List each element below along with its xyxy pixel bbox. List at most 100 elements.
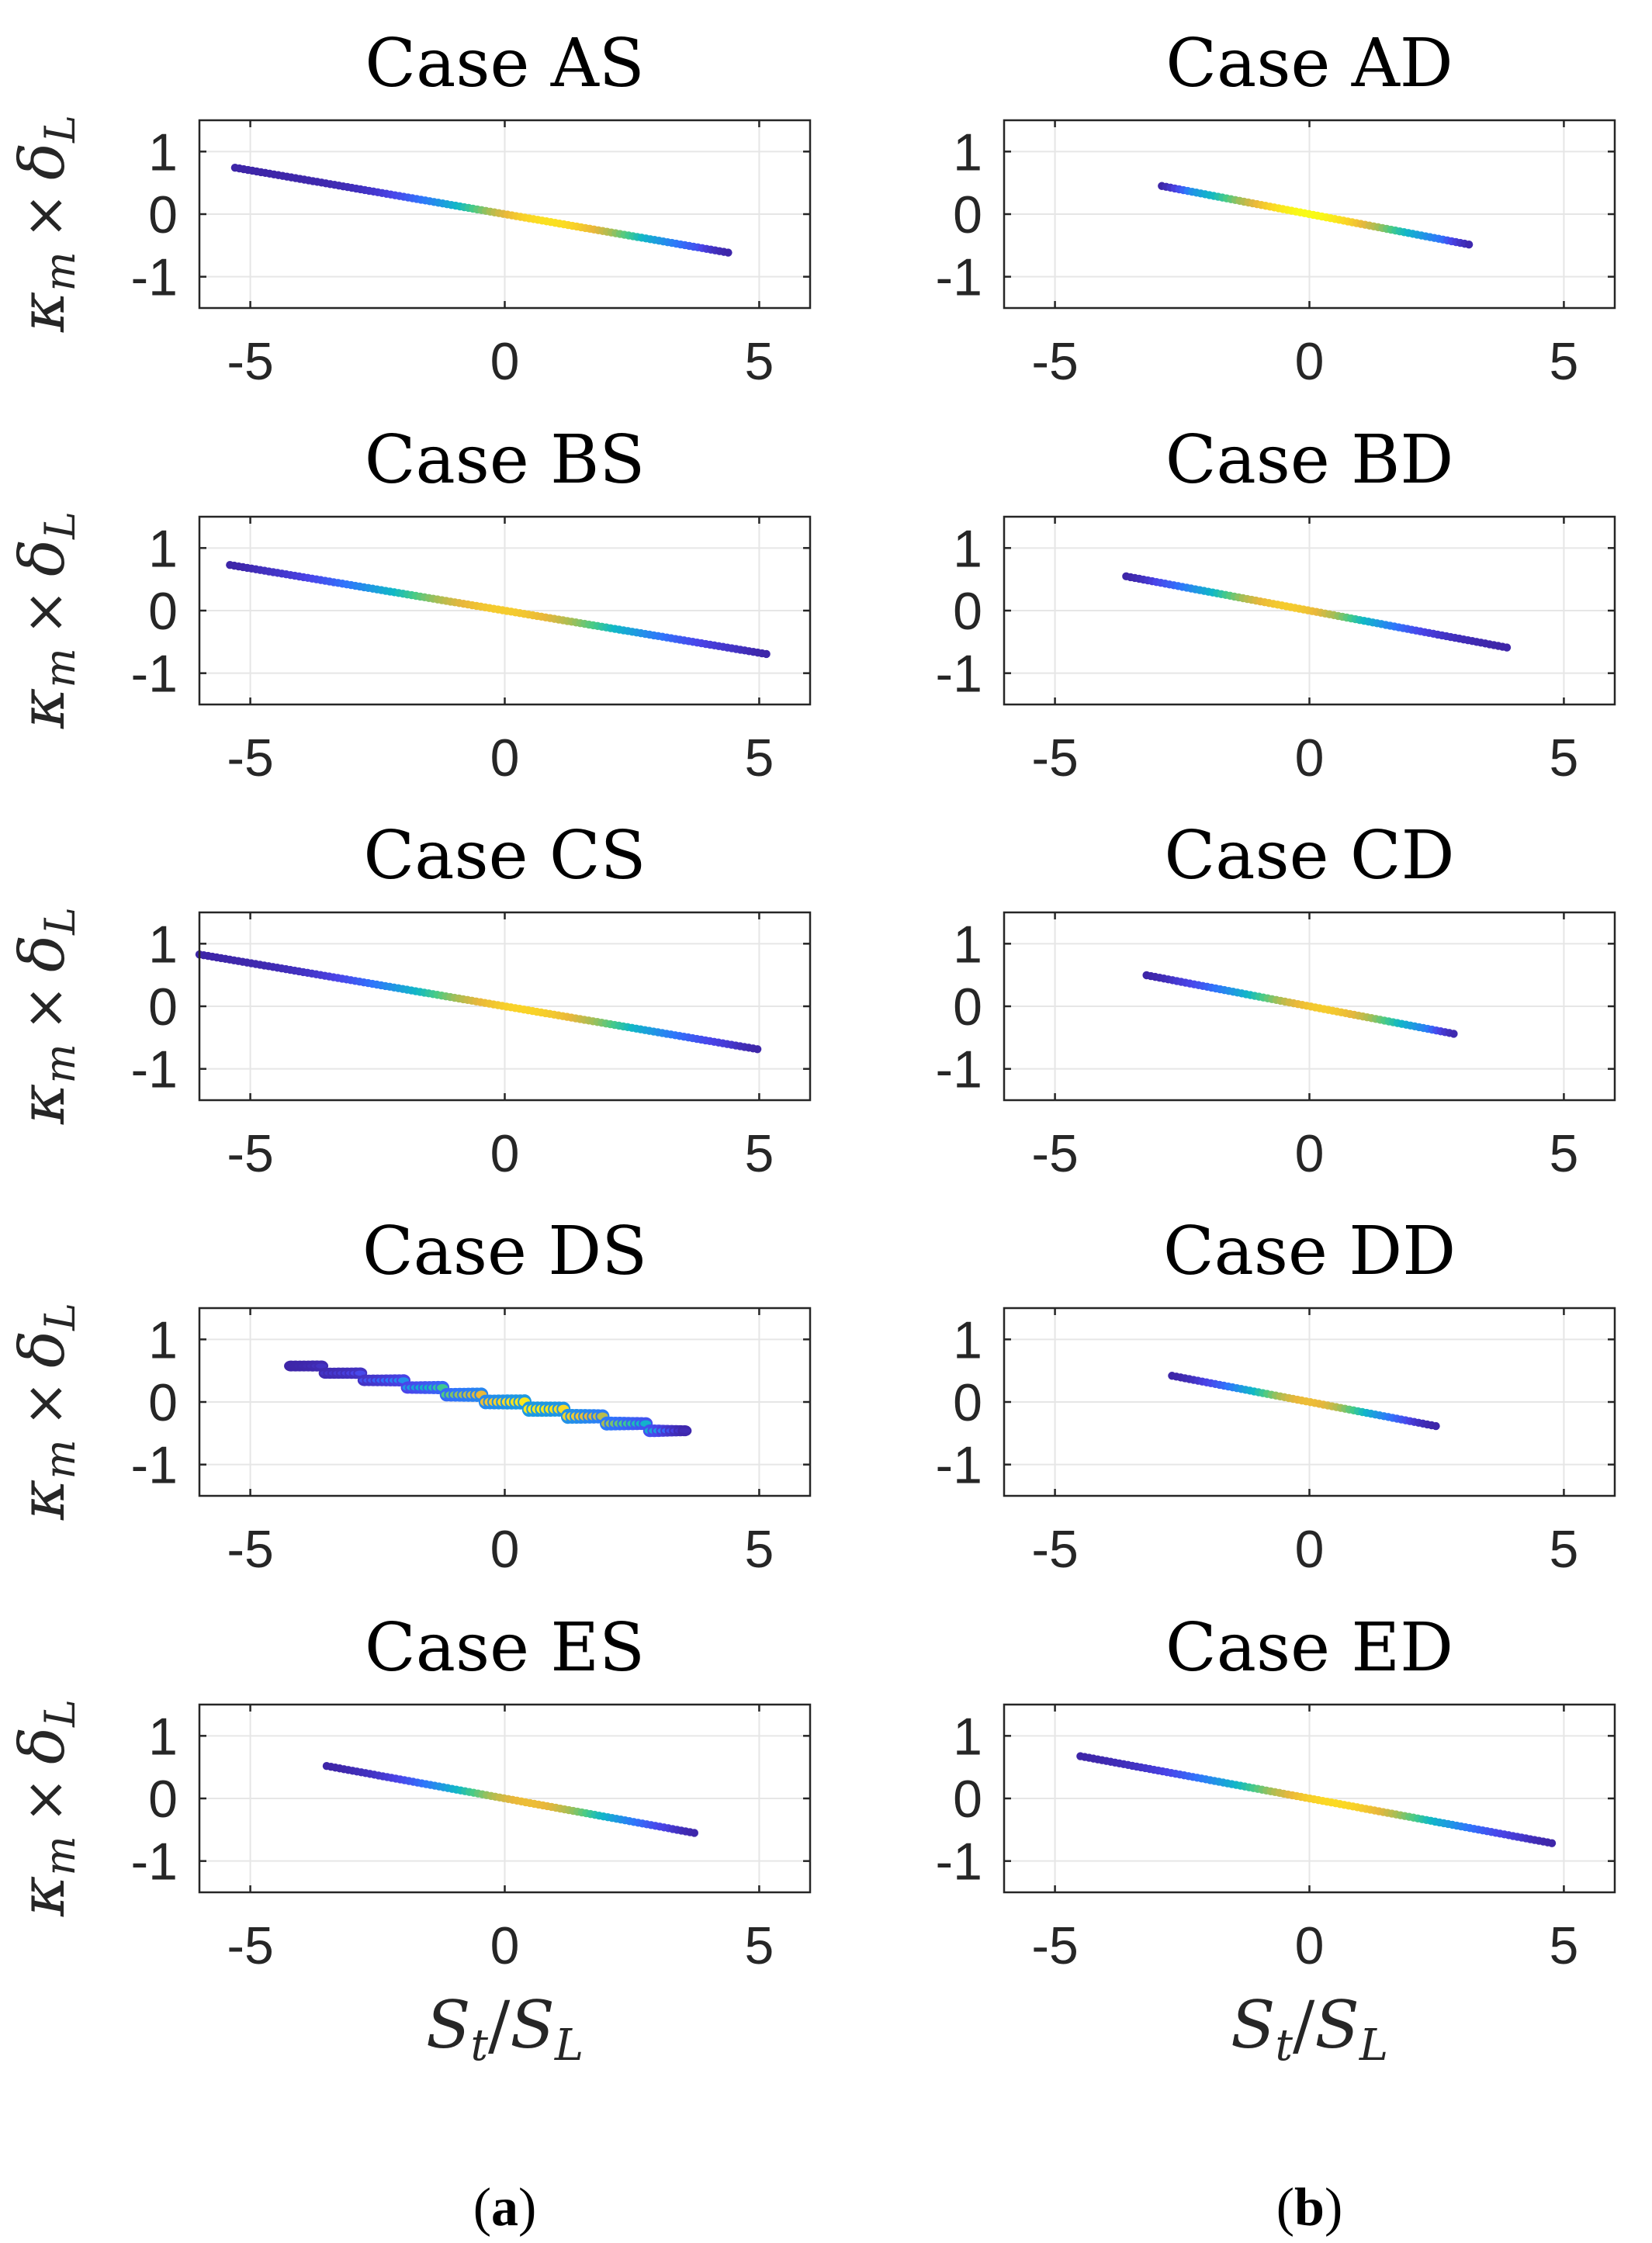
y-tick-label: 0 (148, 582, 178, 641)
y-tick-label: -1 (131, 1040, 178, 1099)
chart-title: Case AD (1165, 25, 1453, 102)
kappa-subscript: m (36, 1439, 85, 1479)
data-point (762, 649, 771, 659)
slash-symbol: / (1293, 1987, 1315, 2063)
delta-subscript: L (36, 1699, 85, 1728)
y-axis-label: κm × δL (6, 1303, 85, 1521)
data-point-core (679, 1428, 691, 1434)
x-tick-label: 0 (490, 1520, 520, 1579)
tick-marks (199, 912, 810, 1100)
tick-marks (1004, 912, 1615, 1100)
x-tick-label: 5 (745, 1124, 774, 1183)
kappa-subscript: m (36, 1044, 85, 1083)
x-tick-label: 0 (490, 729, 520, 787)
st-symbol: S (1231, 1987, 1276, 2063)
sl-subscript: L (1359, 2020, 1388, 2071)
y-tick-label: 1 (953, 915, 982, 974)
x-tick-label: 5 (745, 1916, 774, 1975)
st-symbol: S (426, 1987, 471, 2063)
kappa-symbol: κ (6, 688, 78, 729)
y-tick-label: 1 (148, 123, 178, 182)
data-points (284, 1360, 692, 1438)
x-tick-label: 5 (1550, 1916, 1579, 1975)
data-point (690, 1829, 698, 1837)
data-points (1158, 182, 1474, 249)
y-tick-label: 0 (148, 185, 178, 244)
data-points (1122, 572, 1512, 652)
x-tick-label: -5 (227, 1916, 273, 1975)
y-tick-label: -1 (936, 1040, 982, 1099)
x-tick-label: 0 (490, 332, 520, 391)
x-tick-label: 5 (1550, 1520, 1579, 1579)
panel-label-b: (b) (1276, 2178, 1343, 2238)
x-tick-label: 0 (1295, 1916, 1325, 1975)
times-symbol: × (12, 985, 77, 1031)
y-axis-label: κm × δL (6, 907, 85, 1125)
data-points (1142, 971, 1458, 1038)
y-axis-label: κm × δL (6, 1699, 85, 1917)
x-tick-label: 5 (1550, 332, 1579, 391)
panel-label-close: ) (518, 2178, 536, 2238)
chart-title: Case AS (365, 25, 644, 102)
kappa-subscript: m (36, 1836, 85, 1875)
times-symbol: × (12, 589, 77, 635)
x-tick-label: 5 (745, 332, 774, 391)
y-tick-label: 0 (148, 978, 178, 1037)
tick-marks (199, 120, 810, 308)
x-tick-label: -5 (1031, 729, 1078, 787)
times-symbol: × (12, 192, 77, 239)
delta-symbol: δ (6, 1331, 78, 1368)
data-points (195, 950, 762, 1054)
y-tick-label: 1 (953, 519, 982, 578)
y-axis-label: κm × δL (6, 511, 85, 729)
x-axis-label: St/SL (426, 1987, 584, 2071)
kappa-symbol: κ (6, 1084, 78, 1125)
y-tick-label: 1 (148, 915, 178, 974)
y-tick-label: 0 (953, 582, 982, 641)
delta-subscript: L (36, 907, 85, 936)
panel-label-a: (a) (473, 2178, 537, 2238)
delta-symbol: δ (6, 1727, 78, 1764)
sl-symbol: S (510, 1987, 555, 2063)
times-symbol: × (12, 1777, 77, 1823)
x-tick-label: 0 (490, 1124, 520, 1183)
tick-marks (1004, 120, 1615, 308)
y-tick-label: -1 (936, 645, 982, 704)
sl-symbol: S (1314, 1987, 1359, 2063)
x-tick-label: 0 (1295, 729, 1325, 787)
data-point (1464, 240, 1474, 249)
delta-symbol: δ (6, 935, 78, 972)
x-tick-label: -5 (227, 332, 273, 391)
panel-label-open: ( (1276, 2178, 1294, 2238)
data-point-core (316, 1363, 327, 1369)
grid-lines (199, 517, 810, 704)
data-points (322, 1762, 698, 1837)
chart-title: Case ES (365, 1609, 645, 1687)
y-tick-label: 0 (953, 1770, 982, 1829)
x-tick-label: -5 (1031, 1916, 1078, 1975)
kappa-symbol: κ (6, 1480, 78, 1521)
st-subscript: t (1275, 2020, 1293, 2071)
tick-marks (199, 517, 810, 704)
y-tick-label: -1 (131, 1436, 178, 1495)
kappa-symbol: κ (6, 292, 78, 333)
tick-marks (199, 1705, 810, 1892)
data-points (226, 560, 771, 659)
delta-symbol: δ (6, 539, 78, 576)
panel-label-letter: a (491, 2178, 518, 2238)
y-tick-label: 1 (148, 519, 178, 578)
y-axis-label: κm × δL (6, 115, 85, 333)
chart-title: Case DS (362, 1213, 647, 1290)
x-tick-label: 5 (1550, 1124, 1579, 1183)
data-point (1432, 1421, 1440, 1431)
tick-marks (1004, 1705, 1615, 1892)
